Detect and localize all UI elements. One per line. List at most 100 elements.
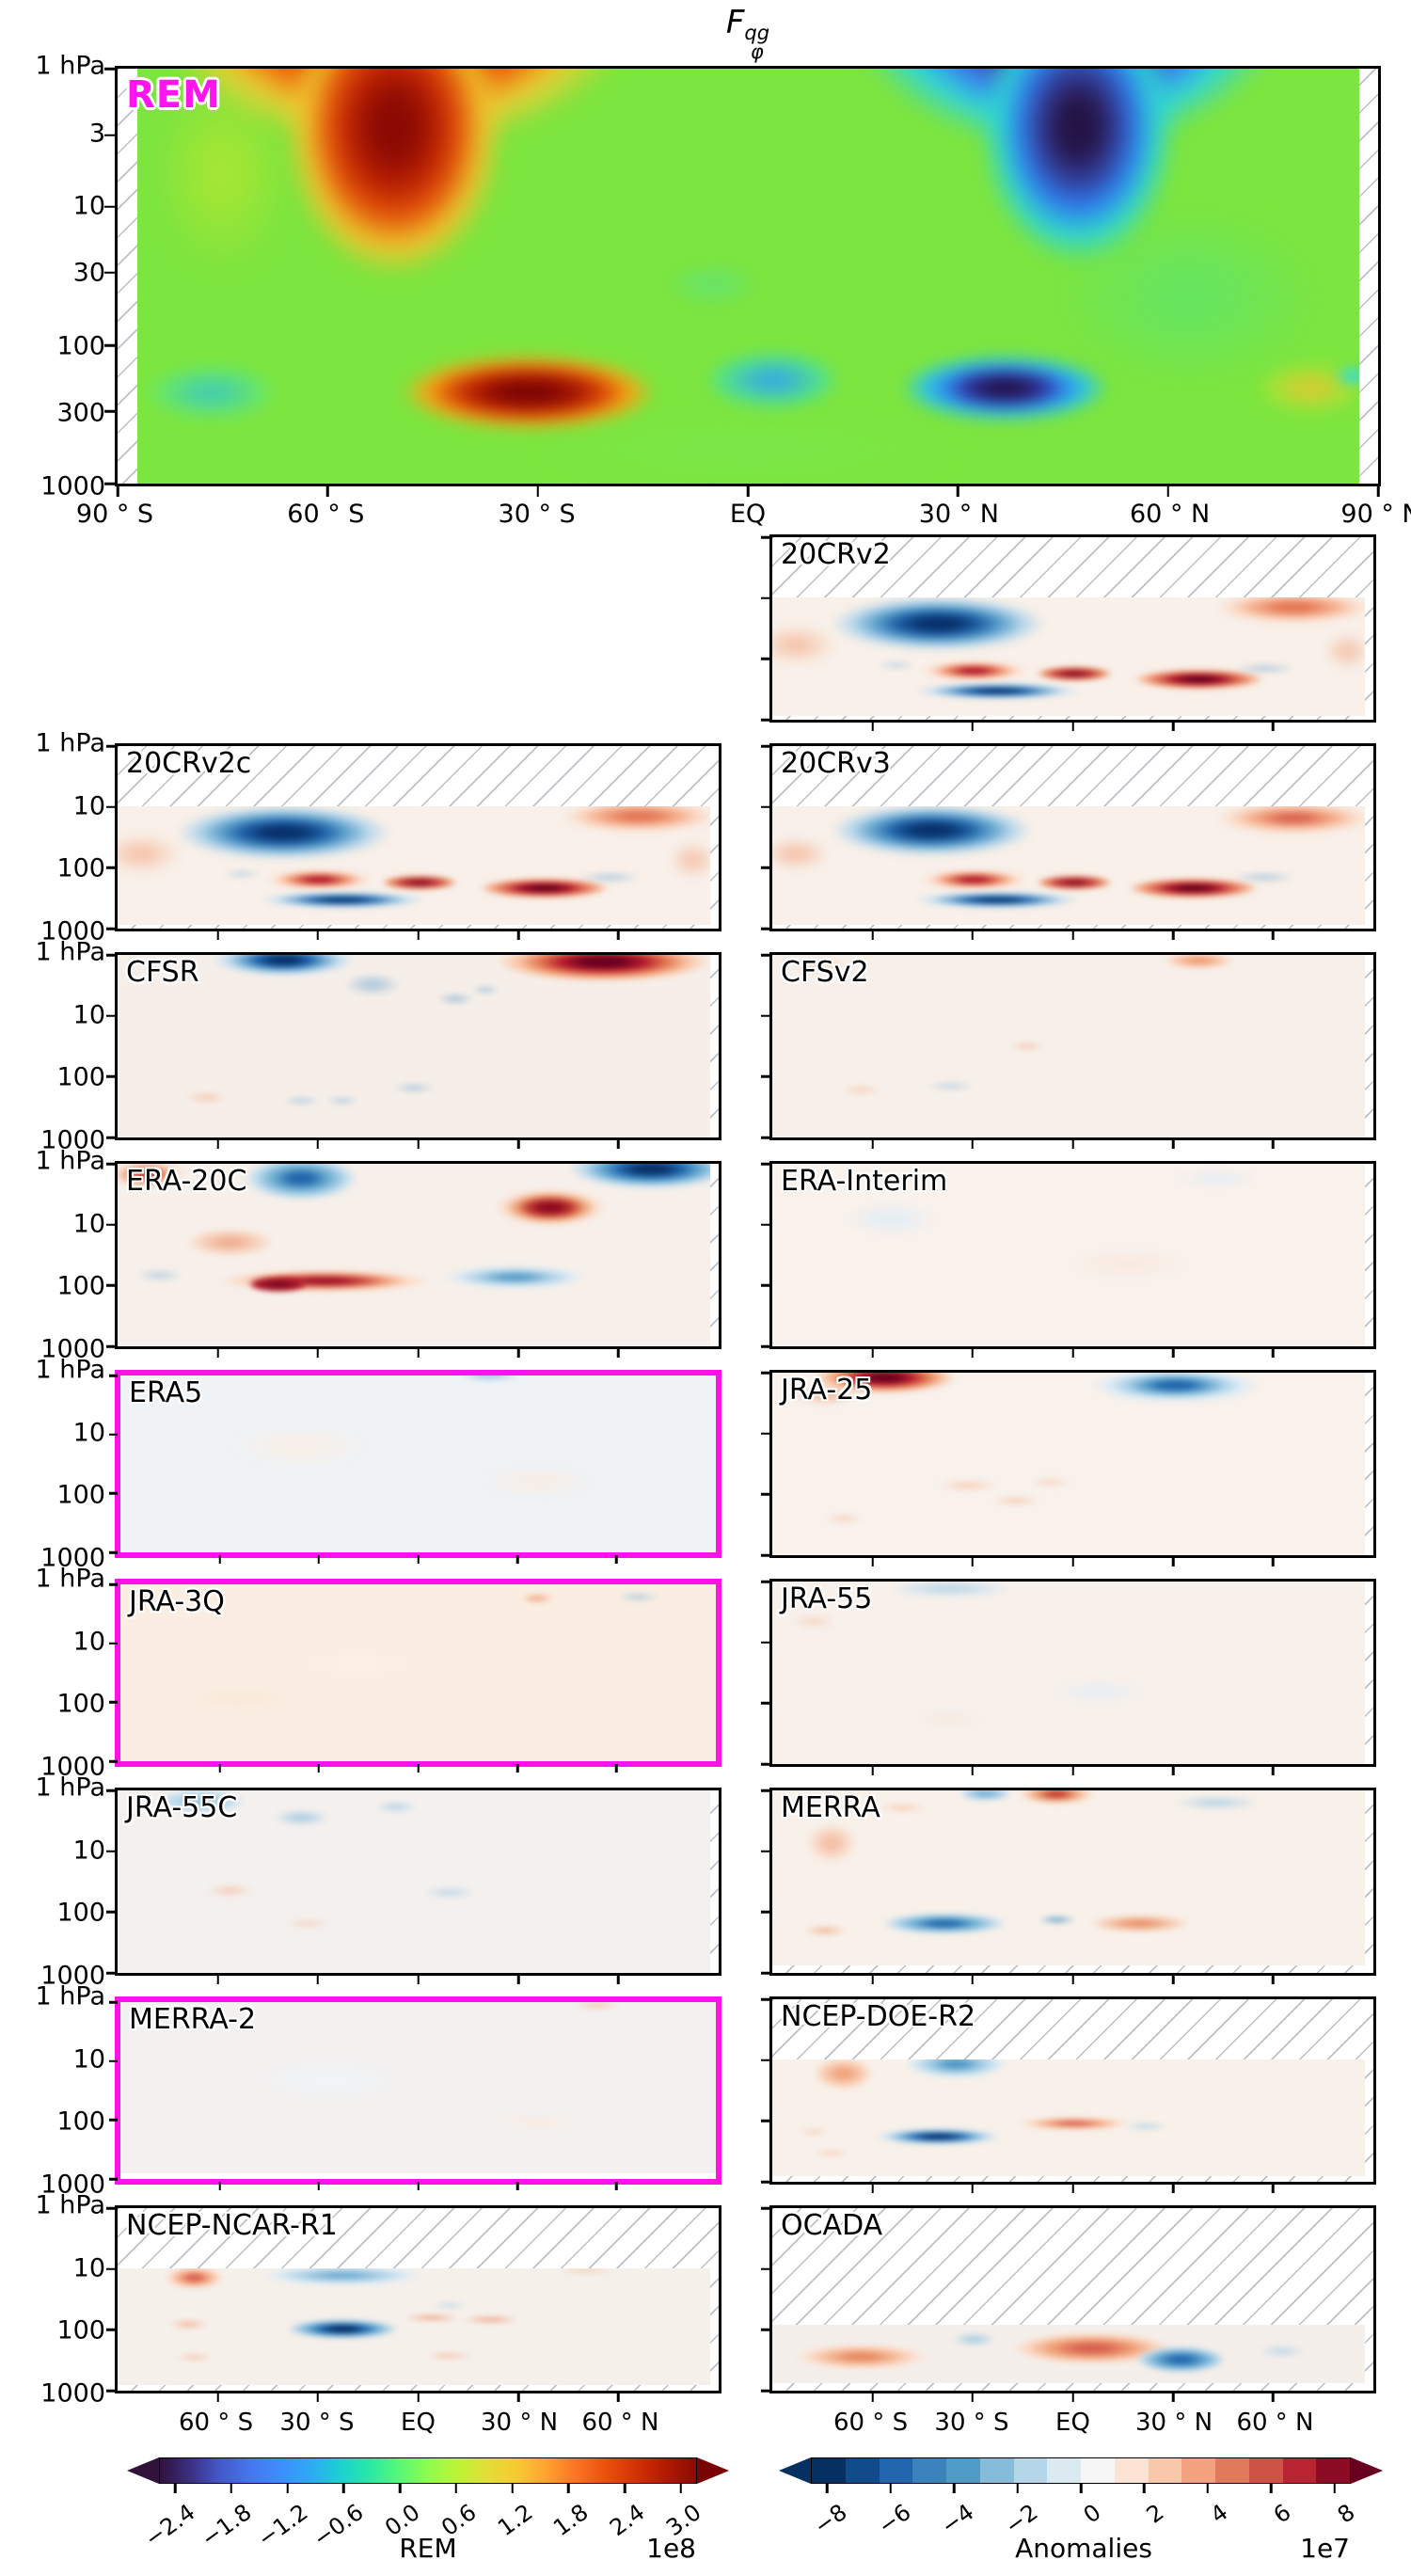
anomaly-blob xyxy=(549,2268,622,2276)
anomaly-blob xyxy=(269,1646,449,1682)
anomaly-blob xyxy=(905,2059,1007,2078)
anomaly-blob xyxy=(796,2127,832,2137)
colorbar-segment xyxy=(1282,2458,1317,2483)
y-tick-mark xyxy=(761,744,769,748)
anomaly-blob xyxy=(417,1884,483,1900)
colorbar-tick-mark xyxy=(1143,2484,1146,2493)
y-tick-mark xyxy=(106,2206,115,2210)
y-tick-mark xyxy=(761,2329,769,2331)
anomalies-colorbar-body xyxy=(811,2457,1351,2484)
anomaly-blob xyxy=(155,1790,246,1814)
anomaly-blob xyxy=(467,984,503,995)
panel-ocada: OCADA xyxy=(761,2205,1376,2402)
colorbar-tick-mark xyxy=(679,2484,683,2493)
anomaly-blob xyxy=(1026,1476,1075,1488)
x-tick-mark xyxy=(1071,1558,1074,1566)
panel-ytick-label: 10 xyxy=(72,791,105,821)
panel-ytick-label: 100 xyxy=(56,2315,105,2345)
y-tick-mark xyxy=(761,1997,769,2001)
y-tick-mark xyxy=(761,805,769,808)
colorbar-tick-mark xyxy=(1016,2484,1019,2493)
anomaly-blob xyxy=(570,870,648,885)
y-tick-mark xyxy=(109,1642,118,1645)
y-tick-mark xyxy=(106,1850,115,1852)
panel-ytick-label: 10 xyxy=(72,1836,105,1866)
x-tick-mark xyxy=(515,1764,519,1773)
y-tick-mark xyxy=(761,1344,769,1348)
anomaly-blob xyxy=(428,2302,470,2310)
panel-title: 20CRv2c xyxy=(126,747,252,780)
anomaly-blob xyxy=(455,2315,527,2324)
panel-merra-2: MERRA-2 xyxy=(109,1996,721,2190)
data-region xyxy=(772,1790,1366,1966)
y-tick-mark xyxy=(106,1162,115,1166)
panel-xtick-label: EQ xyxy=(1055,2409,1090,2437)
colorbar-tick-mark xyxy=(1270,2484,1273,2493)
colorbar-tick-text: 1.8 xyxy=(548,2499,594,2542)
panel-xtick-label: EQ xyxy=(401,2409,436,2437)
x-tick-mark xyxy=(417,1140,420,1149)
x-tick-mark xyxy=(1272,2185,1275,2193)
panel-xtick-label: 30 ° S xyxy=(934,2409,1009,2437)
x-tick-mark xyxy=(516,1976,520,1984)
data-region xyxy=(120,2002,716,2174)
anomaly-blob xyxy=(1118,2121,1173,2131)
x-tick-mark xyxy=(316,2393,320,2402)
anomaly-blob xyxy=(914,891,1081,910)
x-tick-mark xyxy=(871,1140,874,1149)
y-tick-mark xyxy=(106,1971,115,1975)
anomaly-blob xyxy=(566,2002,627,2012)
colorbar-tick-text: 3.0 xyxy=(660,2499,706,2542)
anomaly-blob xyxy=(985,1494,1045,1506)
y-tick-mark xyxy=(106,1075,115,1078)
y-tick-mark xyxy=(106,1014,115,1017)
anomaly-blob xyxy=(876,2127,1001,2146)
x-tick-mark xyxy=(746,486,750,497)
main-xtick-label: EQ xyxy=(729,500,767,529)
anomaly-blob xyxy=(165,2268,225,2290)
panel-ytick-label: 1000 xyxy=(40,2170,105,2200)
x-tick-mark xyxy=(417,1555,420,1564)
x-tick-mark xyxy=(971,1767,975,1775)
rem-panel-annotation: REM xyxy=(126,73,221,117)
anomaly-blob xyxy=(245,1164,358,1201)
panel-ytick-label: 1 hPa xyxy=(35,2190,106,2220)
x-tick-mark xyxy=(1166,486,1169,497)
x-tick-mark xyxy=(316,1976,320,1984)
anomaly-blob xyxy=(118,832,183,876)
colorbar-tick-mark xyxy=(889,2484,892,2493)
colorbar-segment xyxy=(1316,2458,1350,2483)
panel-ytick-label: 100 xyxy=(56,2107,105,2137)
x-tick-mark xyxy=(871,1349,874,1358)
panel-merra: MERRA xyxy=(761,1788,1376,1984)
x-tick-mark xyxy=(1171,2185,1175,2193)
anomalies-colorbar-scale: 1e7 xyxy=(1300,2533,1350,2564)
data-region xyxy=(118,1790,711,1973)
panel-ytick-label: 1000 xyxy=(40,1334,105,1364)
panel-ytick-label: 1 hPa xyxy=(35,1773,106,1803)
panel-ytick-label: 1 hPa xyxy=(35,1981,106,2012)
x-tick-mark xyxy=(1272,2393,1275,2402)
colorbar-tick-mark xyxy=(825,2484,829,2493)
panel-jra-3q: JRA-3Q xyxy=(109,1579,721,1773)
panel-xtick-label: 30 ° N xyxy=(1134,2409,1213,2437)
x-tick-mark xyxy=(1071,2185,1074,2193)
y-tick-mark xyxy=(104,271,115,275)
panel-ytick-label: 100 xyxy=(56,1689,105,1719)
colorbar-tick-text: −6 xyxy=(873,2499,916,2540)
colorbar-tick-mark xyxy=(286,2484,289,2493)
main-ytick-label: 1 hPa xyxy=(35,51,106,81)
y-tick-mark xyxy=(761,1580,769,1583)
colorbar-tick-text: −4 xyxy=(936,2499,979,2540)
y-tick-mark xyxy=(761,1136,769,1139)
panel-ytick-label: 1 hPa xyxy=(35,1146,106,1176)
y-tick-mark xyxy=(761,658,769,660)
anomaly-blob xyxy=(832,597,1045,651)
x-tick-mark xyxy=(615,2182,618,2190)
x-tick-mark xyxy=(971,723,975,731)
anomaly-blob xyxy=(1169,1169,1264,1188)
panel-ytick-label: 1 hPa xyxy=(35,937,106,967)
y-tick-mark xyxy=(106,2329,115,2331)
anomaly-blob xyxy=(420,2351,480,2361)
